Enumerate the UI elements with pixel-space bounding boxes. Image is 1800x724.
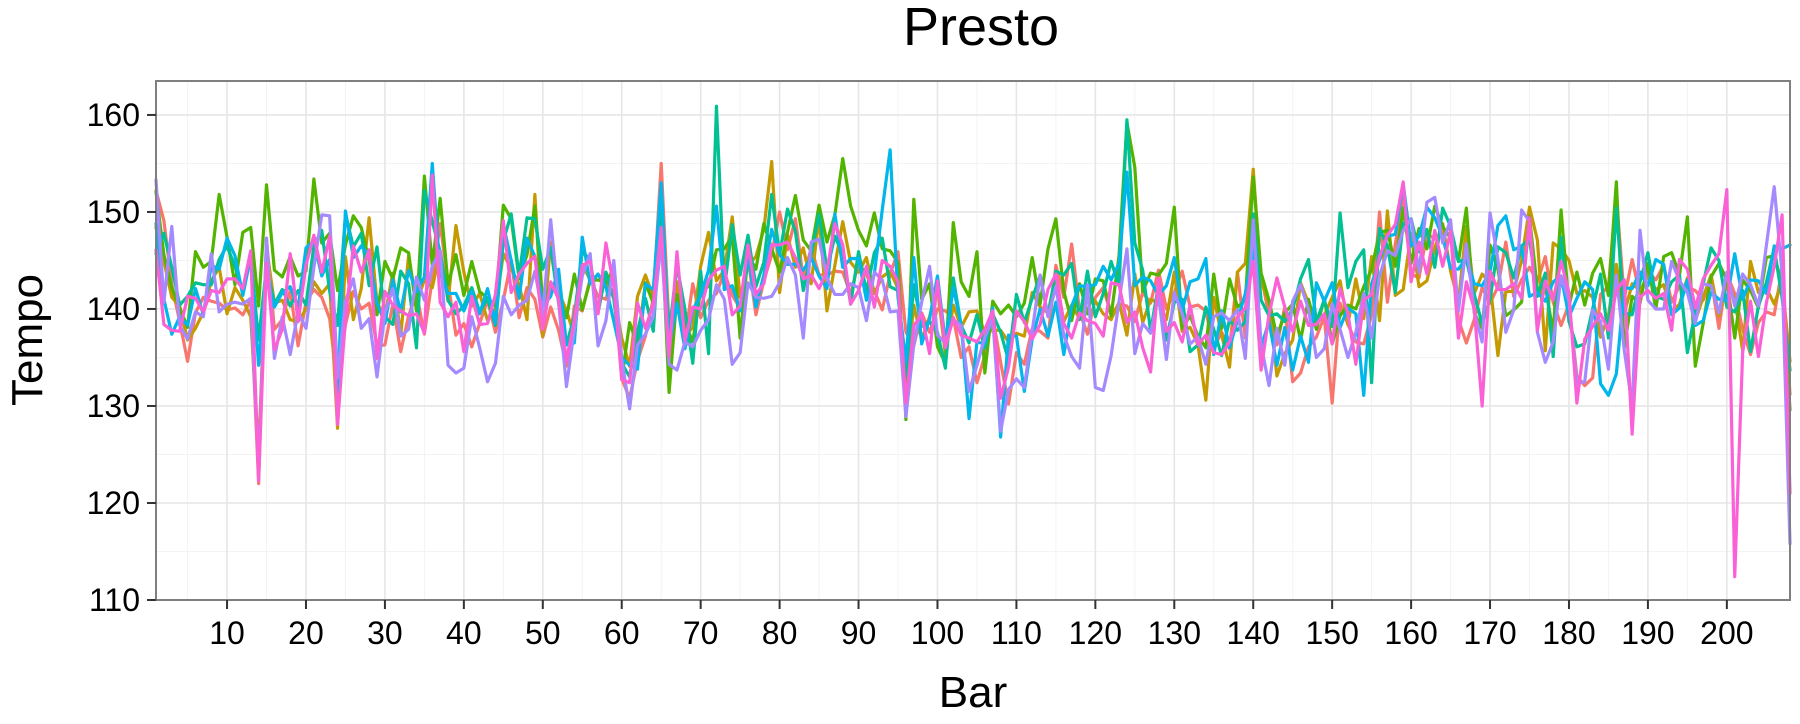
- y-axis: 110 120 130 140 150 160: [87, 97, 156, 618]
- x-tick-label: 20: [288, 615, 324, 651]
- x-tick-label: 160: [1384, 615, 1437, 651]
- x-tick-label: 130: [1148, 615, 1201, 651]
- x-tick-label: 90: [841, 615, 877, 651]
- x-tick-label: 200: [1700, 615, 1753, 651]
- y-tick-label: 140: [87, 291, 140, 327]
- y-tick-label: 160: [87, 97, 140, 133]
- series-line-7: [154, 173, 1792, 579]
- x-tick-label: 30: [367, 615, 403, 651]
- x-tick-label: 170: [1463, 615, 1516, 651]
- x-axis-title: Bar: [939, 668, 1007, 717]
- y-tick-label: 130: [87, 388, 140, 424]
- chart-title: Presto: [903, 0, 1059, 57]
- x-tick-label: 10: [209, 615, 245, 651]
- x-tick-label: 60: [604, 615, 640, 651]
- y-tick-label: 120: [87, 485, 140, 521]
- y-axis-title: Tempo: [3, 274, 52, 406]
- x-tick-label: 40: [446, 615, 482, 651]
- y-tick-label: 150: [87, 194, 140, 230]
- x-tick-label: 150: [1305, 615, 1358, 651]
- plot-frame: [155, 80, 1791, 601]
- series-lines: [154, 104, 1792, 579]
- x-tick-label: 50: [525, 615, 561, 651]
- y-tick-label: 110: [89, 582, 140, 618]
- x-axis: 10 20 30 40 50 60 70 80 90 100 110 120 130 140 150 160 1…: [209, 600, 1754, 651]
- x-tick-label: 140: [1227, 615, 1280, 651]
- x-tick-label: 70: [683, 615, 719, 651]
- x-tick-label: 180: [1542, 615, 1595, 651]
- x-tick-label: 190: [1621, 615, 1674, 651]
- x-tick-label: 100: [911, 615, 964, 651]
- x-tick-label: 80: [762, 615, 798, 651]
- x-tick-label: 120: [1069, 615, 1122, 651]
- grid: [156, 81, 1790, 601]
- x-tick-label: 110: [991, 615, 1042, 651]
